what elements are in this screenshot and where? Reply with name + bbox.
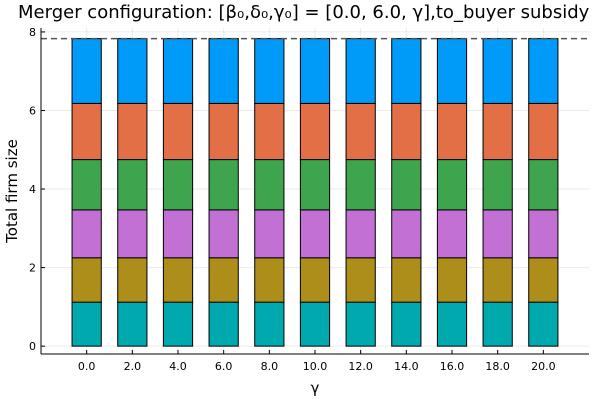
bar-10-segment-1 (528, 257, 559, 303)
y-tick-label-2: 4 (29, 183, 36, 196)
bar-10-segment-5 (528, 38, 559, 104)
y-tick-label-1: 2 (29, 262, 36, 275)
bar-7-segment-4 (391, 102, 422, 161)
bar-4-segment-5 (254, 38, 285, 104)
y-tick-label-3: 6 (29, 104, 36, 117)
x-tick-label-2: 4.0 (169, 360, 187, 373)
bar-7-segment-3 (391, 159, 422, 211)
bar-10-segment-4 (528, 102, 559, 161)
bar-5-segment-4 (299, 102, 331, 161)
bar-6-segment-0 (345, 301, 376, 347)
bar-9-segment-4 (482, 102, 513, 161)
bar-5-segment-5 (299, 38, 331, 104)
bar-6-segment-3 (345, 159, 376, 211)
bar-1-segment-1 (117, 257, 148, 303)
x-tick-label-0: 0.0 (78, 360, 96, 373)
bar-6-segment-1 (345, 257, 376, 303)
bar-6-segment-2 (345, 209, 376, 259)
y-axis-label: Total firm size (3, 139, 21, 244)
x-tick-label-8: 16.0 (440, 360, 465, 373)
bar-2-segment-5 (162, 38, 194, 104)
bar-0-segment-0 (71, 301, 102, 347)
x-tick-labels: 0.0 2.0 4.0 6.0 8.0 10.0 12.0 14.0 16.0 18.0 20.0 (78, 360, 556, 373)
x-tick-label-7: 14.0 (394, 360, 419, 373)
bar-2-segment-1 (162, 257, 194, 303)
bar-4-segment-1 (254, 257, 285, 303)
bar-7-segment-5 (391, 38, 422, 104)
bar-6-segment-5 (345, 38, 376, 104)
bar-0-segment-4 (71, 102, 102, 161)
x-tick-label-10: 20.0 (531, 360, 556, 373)
bar-0-segment-2 (71, 209, 102, 259)
bar-1-segment-4 (117, 102, 148, 161)
bar-5-segment-0 (299, 301, 331, 347)
bar-0-segment-3 (71, 159, 102, 211)
bar-8-segment-5 (436, 38, 468, 104)
bar-9-segment-2 (482, 209, 513, 259)
bar-4-segment-4 (254, 102, 285, 161)
x-axis-label: γ (311, 379, 320, 397)
bar-5-segment-1 (299, 257, 331, 303)
bars (71, 38, 559, 347)
bar-3-segment-4 (208, 102, 239, 161)
bar-7-segment-1 (391, 257, 422, 303)
bar-2-segment-3 (162, 159, 194, 211)
bar-4-segment-2 (254, 209, 285, 259)
bar-4-segment-3 (254, 159, 285, 211)
bar-5-segment-2 (299, 209, 331, 259)
bar-10-segment-2 (528, 209, 559, 259)
y-tick-label-0: 0 (29, 340, 36, 353)
bar-2-segment-2 (162, 209, 194, 259)
bar-8-segment-0 (436, 301, 468, 347)
x-tick-label-9: 18.0 (485, 360, 510, 373)
x-tick-label-4: 8.0 (261, 360, 279, 373)
bar-10-segment-0 (528, 301, 559, 347)
y-tick-label-4: 8 (29, 26, 36, 39)
bar-9-segment-0 (482, 301, 513, 347)
bar-1-segment-3 (117, 159, 148, 211)
bar-9-segment-5 (482, 38, 513, 104)
bar-0-segment-1 (71, 257, 102, 303)
bar-1-segment-0 (117, 301, 148, 347)
bar-8-segment-4 (436, 102, 468, 161)
bar-3-segment-5 (208, 38, 239, 104)
x-tick-label-6: 12.0 (348, 360, 373, 373)
bar-7-segment-0 (391, 301, 422, 347)
bar-2-segment-4 (162, 102, 194, 161)
bar-9-segment-3 (482, 159, 513, 211)
bar-8-segment-3 (436, 159, 468, 211)
x-tick-label-1: 2.0 (124, 360, 142, 373)
y-tick-labels: 0 2 4 6 8 (29, 26, 36, 353)
bar-4-segment-0 (254, 301, 285, 347)
bar-10-segment-3 (528, 159, 559, 211)
bar-0-segment-5 (71, 38, 102, 104)
x-tick-label-3: 6.0 (215, 360, 233, 373)
bar-1-segment-5 (117, 38, 148, 104)
bar-9-segment-1 (482, 257, 513, 303)
bar-3-segment-2 (208, 209, 239, 259)
x-tick-label-5: 10.0 (303, 360, 328, 373)
axes (40, 28, 589, 355)
bar-8-segment-1 (436, 257, 468, 303)
bar-7-segment-2 (391, 209, 422, 259)
bar-1-segment-2 (117, 209, 148, 259)
bar-8-segment-2 (436, 209, 468, 259)
bar-3-segment-3 (208, 159, 239, 211)
bar-3-segment-1 (208, 257, 239, 303)
bar-6-segment-4 (345, 102, 376, 161)
bar-2-segment-0 (162, 301, 194, 347)
bar-3-segment-0 (208, 301, 239, 347)
bar-5-segment-3 (299, 159, 331, 211)
chart-title: Merger configuration: [β₀,δ₀,γ₀] = [0.0,… (18, 2, 590, 23)
